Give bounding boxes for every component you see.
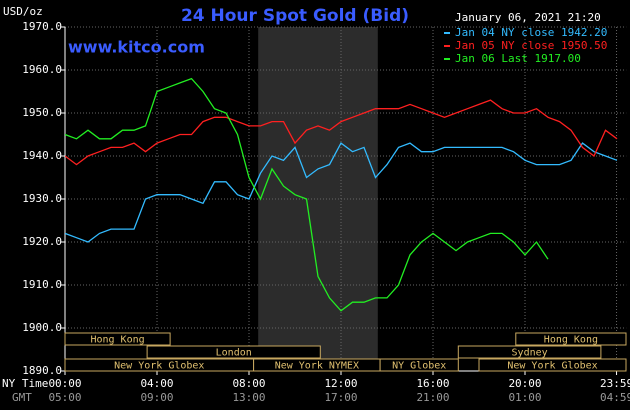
x2-tick-label: 17:00	[324, 391, 357, 404]
session-label: Hong Kong	[90, 335, 144, 346]
session-box	[515, 332, 627, 346]
session-label: London	[216, 348, 252, 359]
y-tick-label: 1960.0	[22, 63, 62, 76]
x2-tick-label: 05:00	[48, 391, 81, 404]
x2-tick-label: 21:00	[416, 391, 449, 404]
session-label: Sydney	[512, 348, 548, 359]
series-line	[65, 142, 618, 243]
legend-label: Jan 04 NY close 1942.20	[455, 26, 607, 39]
y-tick-label: 1930.0	[22, 192, 62, 205]
x2-axis-label: GMT	[12, 391, 32, 404]
legend-label: Jan 05 NY close 1950.50	[455, 39, 607, 52]
x-tick-label: 04:00	[140, 377, 173, 390]
session-label: Hong Kong	[544, 335, 598, 346]
session-label: NY Globex	[392, 361, 446, 372]
y-tick-label: 1920.0	[22, 235, 62, 248]
session-box	[457, 345, 602, 359]
plot-lines	[65, 77, 618, 312]
x2-tick-label: 13:00	[232, 391, 265, 404]
series-line	[65, 77, 549, 312]
x2-tick-label: 04:59	[600, 391, 630, 404]
x2-tick-label: 09:00	[140, 391, 173, 404]
x-tick-label: 12:00	[324, 377, 357, 390]
x-axis-label: NY Time	[2, 377, 48, 390]
legend-label: Jan 06 Last 1917.00	[455, 52, 581, 65]
session-box	[146, 345, 321, 359]
y-tick-label: 1970.0	[22, 20, 62, 33]
x-tick-label: 08:00	[232, 377, 265, 390]
unit-label: USD/oz	[3, 5, 43, 18]
y-tick-label: 1940.0	[22, 149, 62, 162]
y-tick-label: 1910.0	[22, 278, 62, 291]
chart-title: 24 Hour Spot Gold (Bid)	[181, 6, 409, 26]
x-tick-label: 23:59	[600, 377, 630, 390]
plot-background	[61, 26, 627, 375]
x2-tick-label: 01:00	[508, 391, 541, 404]
x-tick-label: 00:00	[48, 377, 81, 390]
y-tick-label: 1900.0	[22, 321, 62, 334]
session-label: New York NYMEX	[275, 361, 359, 372]
source: www.kitco.com	[68, 38, 205, 57]
y-tick-label: 1890.0	[22, 364, 62, 377]
timestamp: January 06, 2021 21:20	[455, 11, 601, 24]
session-box	[64, 332, 171, 346]
session-box	[379, 358, 459, 372]
session-label: New York Globex	[507, 361, 597, 372]
y-tick-label: 1950.0	[22, 106, 62, 119]
plot-front: 1890.0 1900.0 1910.0 1920.0 1930.0 1940.0 1950…	[22, 20, 630, 404]
series-line	[65, 99, 618, 166]
session-label: New York Globex	[114, 361, 204, 372]
x-tick-label: 16:00	[416, 377, 449, 390]
x-tick-label: 20:00	[508, 377, 541, 390]
session-box	[478, 358, 627, 372]
